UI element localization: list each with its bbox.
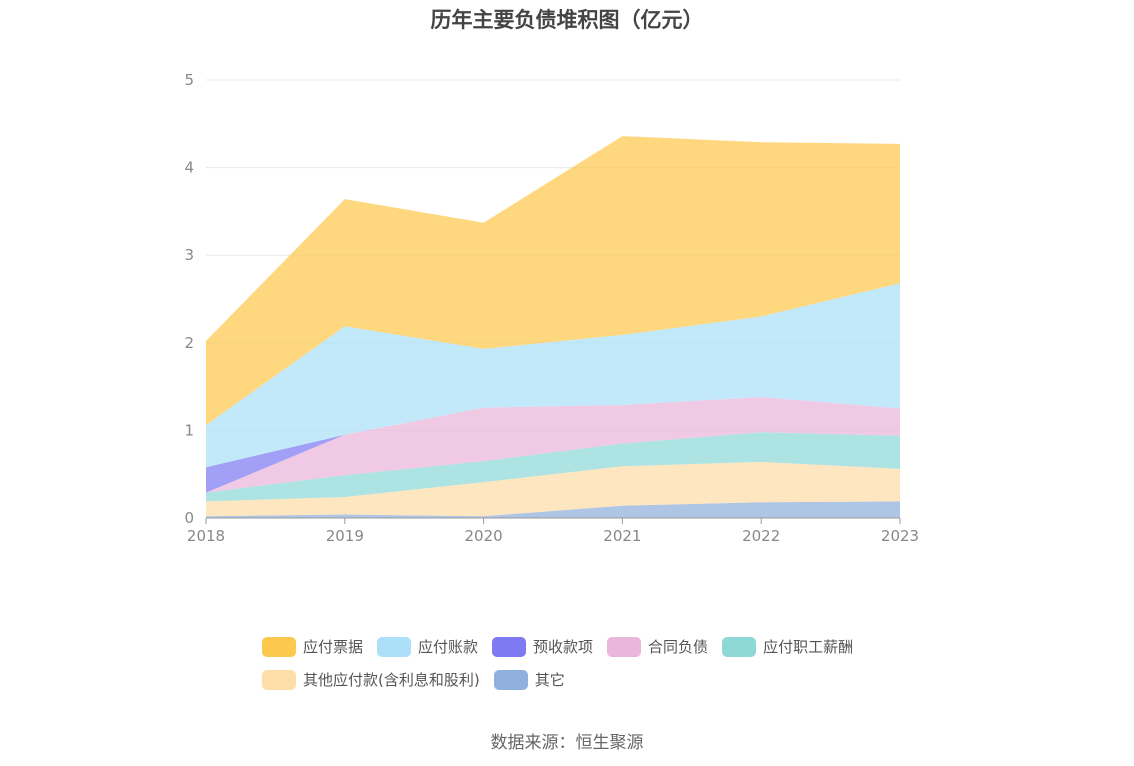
area-应付票据: [206, 136, 900, 426]
x-tick-label: 2022: [742, 527, 780, 545]
legend-swatch: [262, 636, 296, 657]
chart-title: 历年主要负债堆积图（亿元）: [430, 8, 704, 32]
legend-item[interactable]: 应付账款: [377, 636, 478, 657]
legend-swatch: [492, 636, 527, 657]
area-其它: [206, 501, 900, 518]
y-tick-label: 4: [184, 159, 194, 177]
stacked-area-chart: 0 1 2 3 4 5 2018 2019 2020 2021 2022 2023: [184, 71, 919, 545]
x-tick-label: 2023: [881, 527, 919, 545]
x-tick-label: 2020: [465, 527, 503, 545]
y-tick-label: 0: [184, 509, 194, 527]
legend-label: 预收款项: [533, 638, 594, 656]
area-其他应付款(含利息和股利): [206, 461, 900, 517]
legend-item[interactable]: 预收款项: [492, 636, 593, 657]
y-tick-label: 1: [184, 421, 194, 439]
area-应付职工薪酬: [206, 432, 900, 502]
legend-swatch: [493, 669, 528, 690]
legend: 应付票据 应付账款 预收款项 合同负债 应付职工薪酬 其他应付款(含利息和股利) 其它: [262, 630, 962, 696]
axes: 0 1 2 3 4 5 2018 2019 2020 2021 2022 2023: [184, 71, 919, 545]
y-tick-label: 5: [184, 71, 194, 89]
legend-label: 应付票据: [303, 638, 364, 656]
legend-row: 其他应付款(含利息和股利) 其它: [262, 663, 962, 696]
x-tick-label: 2021: [603, 527, 641, 545]
legend-label: 应付账款: [418, 638, 479, 656]
legend-swatch: [377, 636, 412, 657]
legend-item[interactable]: 其它: [493, 669, 565, 690]
legend-label: 合同负债: [648, 638, 709, 656]
area-合同负债: [206, 397, 900, 493]
legend-swatch: [722, 636, 757, 657]
area-series: [206, 136, 900, 518]
legend-swatch: [607, 636, 642, 657]
legend-swatch: [262, 669, 296, 690]
legend-label: 其他应付款(含利息和股利): [303, 671, 480, 689]
legend-item[interactable]: 其他应付款(含利息和股利): [262, 669, 480, 690]
legend-item[interactable]: 应付票据: [262, 636, 363, 657]
x-tick-label: 2019: [326, 527, 364, 545]
source-note: 数据来源：恒生聚源: [490, 733, 644, 753]
y-tick-label: 3: [184, 246, 194, 264]
x-tick-label: 2018: [187, 527, 225, 545]
legend-row: 应付票据 应付账款 预收款项 合同负债 应付职工薪酬: [262, 630, 962, 663]
area-应付账款: [206, 283, 900, 468]
legend-item[interactable]: 应付职工薪酬: [722, 636, 853, 657]
legend-label: 应付职工薪酬: [763, 638, 854, 656]
y-tick-label: 2: [184, 334, 194, 352]
legend-label: 其它: [534, 671, 565, 689]
legend-item[interactable]: 合同负债: [607, 636, 708, 657]
